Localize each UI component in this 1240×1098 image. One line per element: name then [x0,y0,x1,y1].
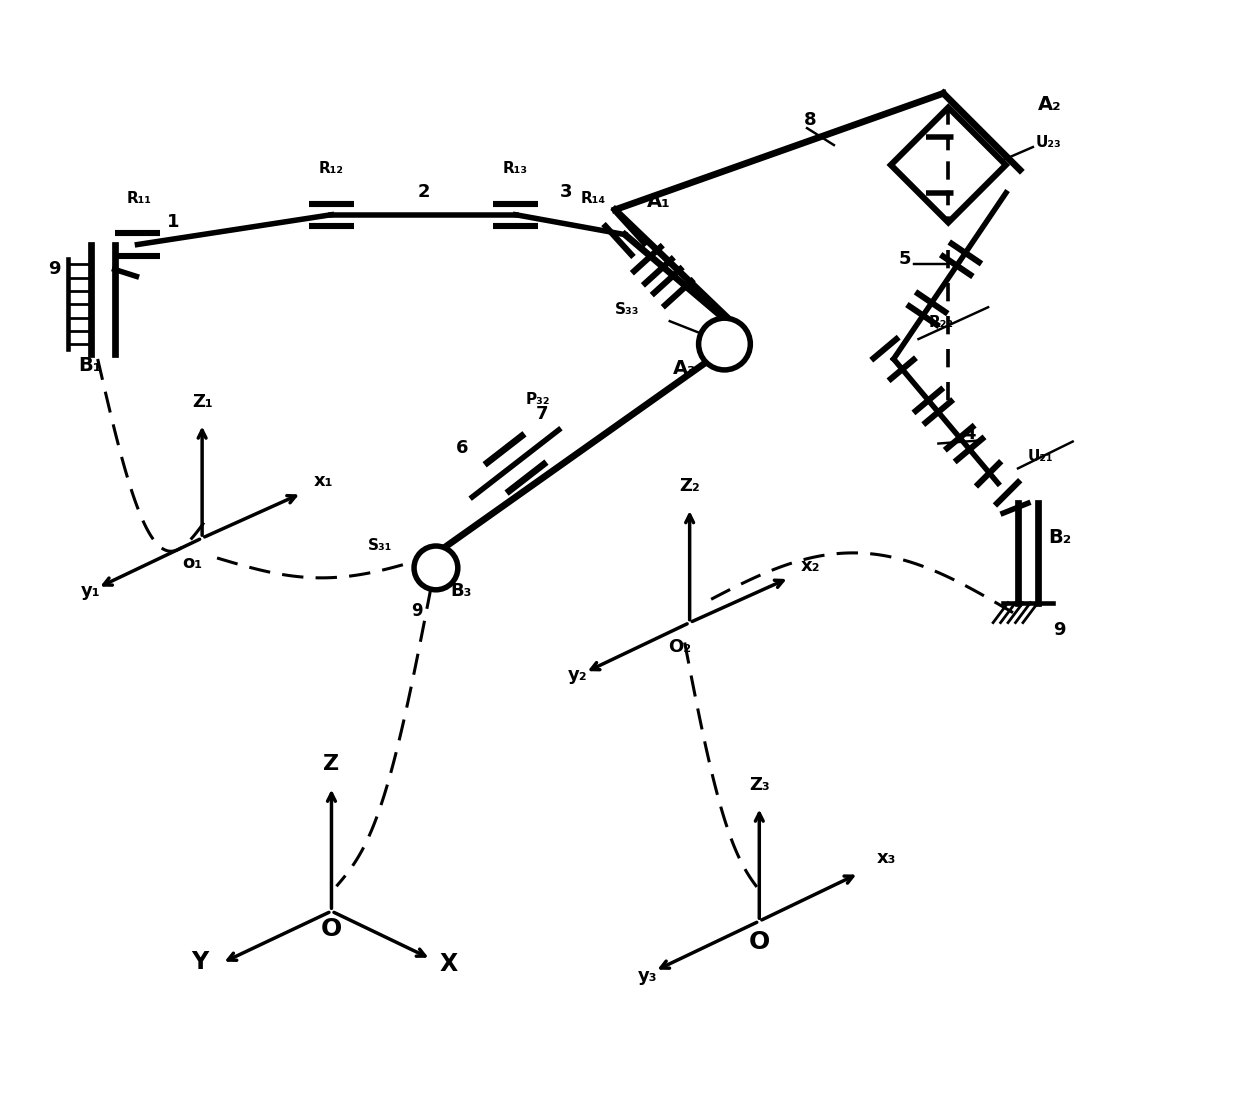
Text: Z₁: Z₁ [192,393,212,411]
Text: Z₃: Z₃ [749,776,770,794]
Text: 9: 9 [1053,620,1065,639]
Text: Y: Y [191,950,208,974]
Text: A₁: A₁ [647,192,671,211]
Text: O₂: O₂ [668,638,691,657]
Text: O: O [749,930,770,954]
Text: x₂: x₂ [801,557,821,575]
Text: y₃: y₃ [637,967,657,985]
Text: S₃₁: S₃₁ [368,538,393,553]
Text: X: X [440,952,458,976]
Text: 8: 8 [804,111,817,130]
Text: B₃: B₃ [451,582,472,600]
Text: R₁₂: R₁₂ [319,161,343,176]
Text: U₂₃: U₂₃ [1035,135,1061,150]
Text: R₂₂: R₂₂ [929,315,954,330]
Text: 4: 4 [963,425,976,442]
Text: B₁: B₁ [78,356,102,374]
Text: 6: 6 [456,439,469,458]
Text: O: O [321,917,342,941]
Text: B₂: B₂ [1048,528,1071,547]
Text: 3: 3 [560,182,573,201]
Text: y₂: y₂ [568,666,588,684]
Text: 7: 7 [536,405,548,423]
Text: y₁: y₁ [81,582,100,600]
Text: 9: 9 [412,602,423,619]
Text: R₁₁: R₁₁ [126,191,153,205]
Text: 1: 1 [167,213,180,231]
Text: x₃: x₃ [877,850,897,867]
Text: U₂₁: U₂₁ [1028,449,1054,464]
Text: x₁: x₁ [314,472,334,491]
Text: S₃₃: S₃₃ [615,302,640,317]
Text: o₁: o₁ [182,553,202,572]
Circle shape [414,546,458,590]
Text: Z: Z [324,754,340,774]
Text: R₁₃: R₁₃ [503,161,528,176]
Text: A₂: A₂ [1038,96,1061,114]
Text: 5: 5 [899,250,911,268]
Circle shape [698,318,750,370]
Text: R₁₄: R₁₄ [580,191,605,205]
Text: 2: 2 [417,182,430,201]
Text: Z₂: Z₂ [680,478,701,495]
Text: A₃: A₃ [673,359,696,378]
Text: 9: 9 [48,260,61,279]
Text: P₃₂: P₃₂ [526,392,551,406]
